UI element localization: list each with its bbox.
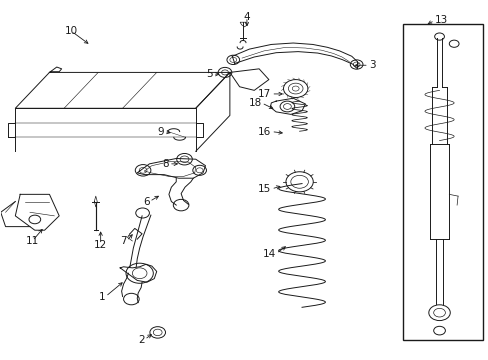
Text: 3: 3 [368, 60, 375, 70]
Text: 7: 7 [120, 236, 126, 246]
Text: 13: 13 [434, 15, 447, 26]
Text: 2: 2 [138, 334, 144, 345]
Bar [402, 24, 483, 339]
Text: 15: 15 [258, 184, 271, 194]
Text: 11: 11 [26, 236, 39, 246]
Text: 12: 12 [94, 239, 107, 249]
Text: 6: 6 [142, 197, 149, 207]
Text: 10: 10 [65, 26, 78, 36]
Text: 16: 16 [258, 127, 271, 136]
Text: 9: 9 [157, 127, 163, 136]
Text: 1: 1 [99, 292, 105, 302]
Text: 5: 5 [206, 69, 212, 79]
Text: 17: 17 [258, 89, 271, 99]
Text: 4: 4 [243, 12, 250, 22]
Text: 8: 8 [162, 159, 168, 169]
Text: 14: 14 [263, 248, 276, 258]
Text: 18: 18 [248, 98, 261, 108]
